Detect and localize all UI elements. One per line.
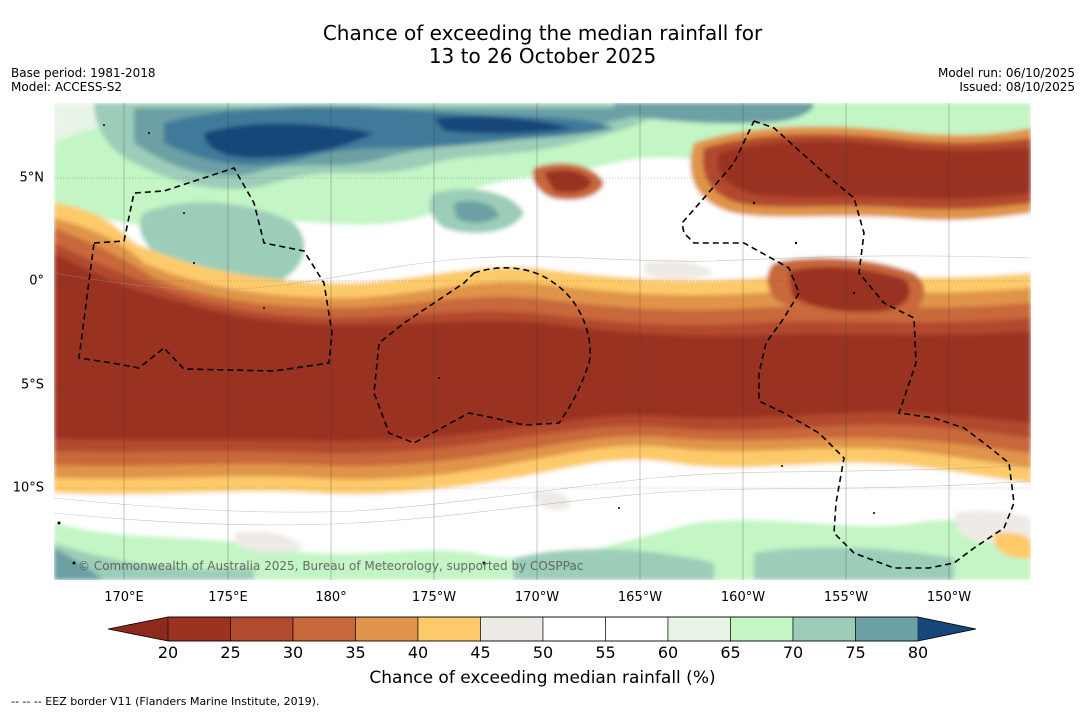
islands	[57, 124, 875, 565]
colorbar-label: 30	[282, 643, 304, 662]
lon-tick-155w: 155°W	[823, 590, 869, 605]
eez-footnote: -- -- -- EEZ border V11 (Flanders Marine…	[11, 695, 320, 708]
lon-tick-165w: 165°W	[617, 590, 663, 605]
lon-tick-170e: 170°E	[104, 590, 144, 605]
lon-tick-170w: 170°W	[514, 590, 560, 605]
colorbar-segment	[730, 616, 794, 642]
lat-tick-5s: 5°S	[20, 377, 44, 393]
rainfall-field	[54, 103, 1031, 580]
colorbar-segment	[605, 616, 669, 642]
colorbar-over-arrow	[918, 617, 976, 641]
colorbar-label: 20	[157, 643, 179, 662]
colorbar-segment	[230, 616, 294, 642]
eez-borders	[78, 120, 1015, 569]
colorbar-segment	[542, 616, 606, 642]
colorbar-label: 50	[532, 643, 554, 662]
contour-lines	[54, 255, 1031, 526]
lat-tick-5n: 5°N	[19, 170, 45, 186]
map-title: Chance of exceeding the median rainfall …	[0, 22, 1085, 68]
colorbar-segment	[417, 616, 481, 642]
colorbar-segment	[355, 616, 419, 642]
lat-tick-10s: 10°S	[12, 480, 44, 496]
colorbar-label: 80	[907, 643, 929, 662]
rainfall-map	[54, 103, 1031, 580]
colorbar-label: 70	[782, 643, 804, 662]
colorbar-label: 25	[220, 643, 241, 662]
colorbar-label: 65	[720, 643, 741, 662]
colorbar-segment	[792, 616, 856, 642]
colorbar-segment	[667, 616, 731, 642]
base-period: Base period: 1981-2018	[11, 66, 156, 80]
lon-tick-150w: 150°W	[926, 590, 972, 605]
copyright-notice: © Commonwealth of Australia 2025, Bureau…	[78, 559, 584, 573]
colorbar-label: 35	[345, 643, 366, 662]
meta-right: Model run: 06/10/2025 Issued: 08/10/2025	[938, 66, 1075, 94]
issued-date: Issued: 08/10/2025	[959, 80, 1075, 94]
colorbar-segment	[480, 616, 544, 642]
colorbar-label: 60	[657, 643, 679, 662]
lon-tick-175e: 175°E	[208, 590, 248, 605]
lon-tick-180: 180°	[315, 590, 347, 605]
title-line-1: Chance of exceeding the median rainfall …	[322, 21, 763, 45]
model-run: Model run: 06/10/2025	[937, 66, 1075, 80]
map-gridlines	[54, 103, 1031, 580]
colorbar-title: Chance of exceeding median rainfall (%)	[369, 668, 716, 688]
colorbar-segment	[855, 616, 919, 642]
colorbar-under-arrow	[108, 617, 168, 641]
colorbar-label: 75	[845, 643, 866, 662]
colorbar-segments	[167, 616, 919, 642]
colorbar-segment	[167, 616, 231, 642]
rainfall-map-canvas	[54, 103, 1031, 580]
colorbar-label: 40	[407, 643, 429, 662]
title-line-2: 13 to 26 October 2025	[428, 44, 657, 68]
lon-tick-175w: 175°W	[411, 590, 457, 605]
meta-left: Base period: 1981-2018 Model: ACCESS-S2	[11, 66, 156, 94]
colorbar-segment	[292, 616, 356, 642]
lat-tick-0: 0°	[29, 273, 44, 289]
colorbar-label: 55	[595, 643, 616, 662]
colorbar	[108, 616, 977, 642]
model-name: Model: ACCESS-S2	[11, 80, 123, 94]
lon-tick-160w: 160°W	[720, 590, 766, 605]
colorbar-label: 45	[470, 643, 491, 662]
